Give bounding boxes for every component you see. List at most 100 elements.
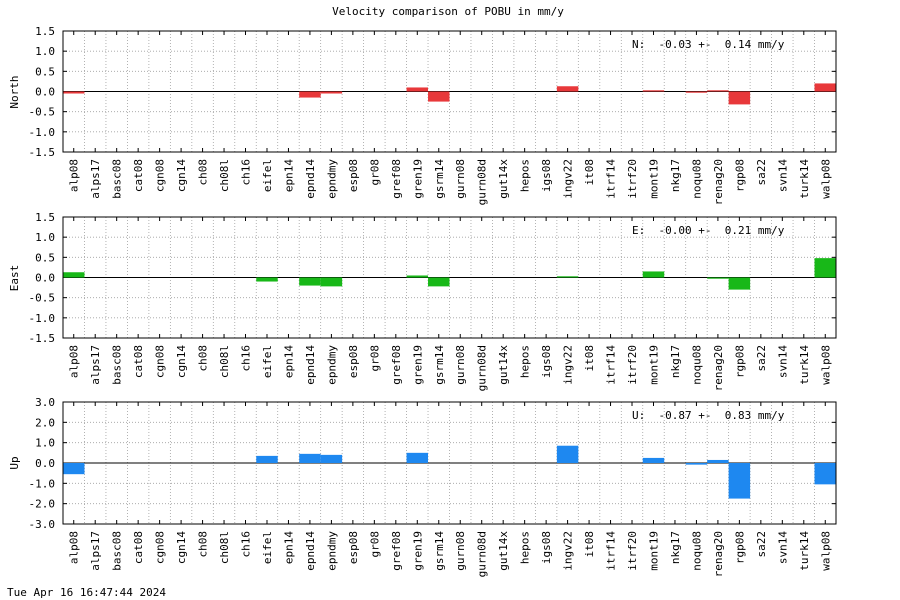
bar-gren19 [406,452,429,463]
x-tick-label: mont19 [647,531,660,571]
x-tick-label: noqu08 [690,531,703,571]
x-tick-label: basc08 [111,531,124,571]
y-tick-label: -1.5 [29,146,56,159]
bar-epnd14 [299,91,321,98]
y-axis-label: North [8,75,21,108]
x-tick-label: hepos [519,531,532,564]
bar-noqu08 [685,91,708,93]
bar-gsrm14 [428,91,450,102]
x-tick-label: gr08 [368,159,381,186]
y-tick-label: -0.5 [29,106,56,119]
x-tick-label: esp08 [347,159,360,192]
x-tick-label: sa22 [755,159,768,186]
y-tick-label: -3.0 [29,518,56,531]
bar-noqu08 [685,463,708,465]
bar-mont19 [642,271,665,278]
x-tick-label: gurn08 [454,531,467,571]
y-tick-label: -1.5 [29,332,56,345]
x-tick-label: igs08 [540,345,553,378]
x-tick-label: cgn14 [175,159,188,192]
x-tick-label: epnd14 [304,159,317,199]
panel-up: 3.0 2.0 1.0 0.0 -1.0 -2.0 -3.0 alp08 alps17 basc0… [8,396,837,577]
x-tick-label: gref08 [390,531,403,571]
x-tick-label: eifel [261,531,274,564]
x-tick-label: alps17 [89,531,102,571]
x-tick-label: gref08 [390,159,403,199]
x-tick-label: ingv22 [562,531,575,571]
bar-epndmy [320,454,343,463]
x-tick-label: esp08 [347,345,360,378]
bar-gren19 [406,275,429,278]
x-tick-label: gref08 [390,345,403,385]
bar-mont19 [642,457,665,463]
bar-alp08 [63,91,85,94]
x-tick-label: noqu08 [690,345,703,385]
x-tick-label: gsrm14 [433,531,446,571]
stats-annotation: N: -0.03 +- 0.14 mm/y [632,38,785,51]
y-tick-label: 0.0 [35,272,55,285]
x-tick-label: eifel [261,345,274,378]
y-axis-label: Up [8,456,21,469]
y-tick-label: 0.5 [35,65,55,78]
x-tick-label: ch08 [197,159,210,186]
x-tick-label: itrf14 [605,531,618,571]
x-tick-label: itrf20 [626,159,639,199]
x-tick-label: mont19 [647,159,660,199]
x-tick-label: it08 [583,159,596,186]
x-tick-label: gren19 [411,159,424,199]
x-tick-label: cgn08 [154,345,167,378]
x-tick-label: rgp08 [733,159,746,192]
bar-walp08 [814,463,836,485]
bar-ingv22 [556,445,579,463]
x-tick-label: ch08l [218,159,231,192]
stats-annotation: E: -0.00 +- 0.21 mm/y [632,224,785,237]
x-tick-label: mont19 [647,345,660,385]
x-tick-label: it08 [583,531,596,558]
x-tick-label: turk14 [798,531,811,571]
y-tick-label: 2.0 [35,416,55,429]
y-tick-label: 1.0 [35,231,55,244]
x-tick-label: cat08 [132,159,145,192]
y-tick-label: -1.0 [29,126,56,139]
x-tick-label: epn14 [282,345,295,378]
x-tick-label: alp08 [68,159,81,192]
x-tick-label: rgp08 [733,531,746,564]
x-tick-label: cat08 [132,531,145,564]
x-tick-label: esp08 [347,531,360,564]
panel-east: 1.5 1.0 0.5 0.0 -0.5 -1.0 -1.5 alp08 alps17 basc0… [8,211,837,391]
x-tick-label: epndmy [325,345,338,385]
plot-frame [62,216,837,339]
x-tick-label: alp08 [68,345,81,378]
x-tick-label: sa22 [755,531,768,558]
x-tick-label: basc08 [111,345,124,385]
x-tick-label: alps17 [89,345,102,385]
x-tick-label: igs08 [540,531,553,564]
plot-frame [62,401,837,525]
y-tick-label: -0.5 [29,292,56,305]
x-tick-label: itrf20 [626,345,639,385]
x-tick-label: itrf14 [605,159,618,199]
x-tick-label: nkg17 [669,531,682,564]
x-tick-label: gren19 [411,531,424,571]
x-tick-label: epndmy [325,531,338,571]
x-tick-label: ingv22 [562,345,575,385]
x-tick-label: gurn08d [476,159,489,205]
x-tick-label: ch08l [218,345,231,378]
bar-epnd14 [299,453,321,463]
y-tick-label: -2.0 [29,498,56,511]
bar-alp08 [63,272,85,278]
x-tick-label: itrf20 [626,531,639,571]
bar-epnd14 [299,277,321,286]
x-tick-label: gurn08 [454,345,467,385]
x-tick-label: walp08 [819,159,832,199]
x-tick-label: svn14 [776,159,789,192]
x-tick-label: epn14 [282,159,295,192]
x-tick-label: epn14 [282,531,295,564]
y-tick-label: 1.5 [35,25,55,38]
x-tick-label: gsrm14 [433,345,446,385]
x-tick-label: cgn14 [175,345,188,378]
bar-epndmy [320,277,343,287]
x-tick-label: gurn08d [476,345,489,391]
bar-mont19 [642,90,665,92]
